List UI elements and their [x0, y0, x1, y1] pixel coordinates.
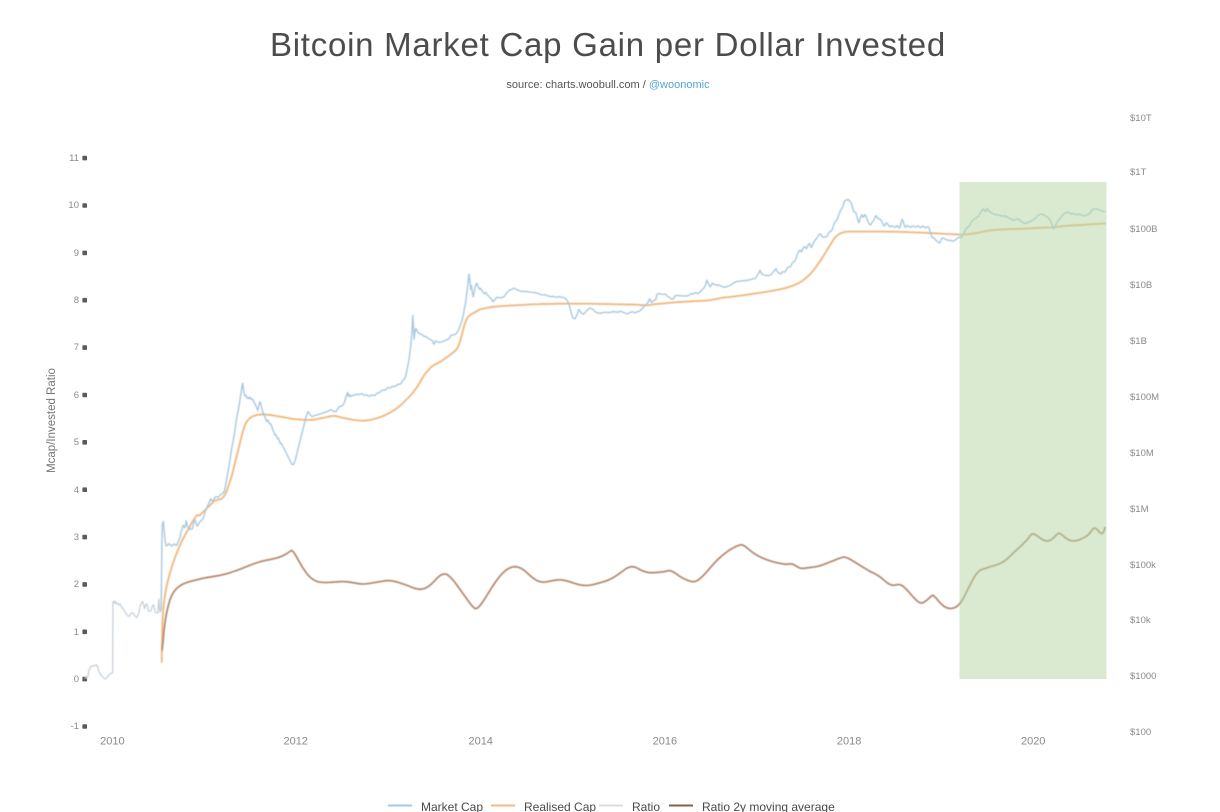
svg-text:$10M: $10M: [1130, 448, 1154, 459]
svg-text:1: 1: [74, 627, 79, 638]
svg-text:$1000: $1000: [1130, 671, 1156, 682]
svg-text:$10k: $10k: [1130, 615, 1151, 626]
svg-text:Ratio 2y moving average: Ratio 2y moving average: [702, 800, 835, 812]
svg-text:2010: 2010: [100, 736, 124, 748]
svg-text:Mcap/Invested Ratio: Mcap/Invested Ratio: [46, 368, 58, 473]
svg-text:6: 6: [74, 390, 79, 401]
svg-text:$100: $100: [1130, 727, 1151, 738]
svg-text:$100k: $100k: [1130, 560, 1156, 571]
svg-text:Market Cap: Market Cap: [421, 800, 483, 812]
svg-text:Realised Cap: Realised Cap: [524, 800, 596, 812]
svg-text:$10B: $10B: [1130, 280, 1152, 291]
svg-text:source: charts.woobull.com / @: source: charts.woobull.com / @woonomic: [506, 79, 710, 91]
svg-text:0: 0: [74, 674, 79, 685]
svg-text:3: 3: [74, 532, 79, 543]
svg-text:2020: 2020: [1021, 736, 1045, 748]
svg-text:2012: 2012: [283, 736, 307, 748]
svg-text:$100M: $100M: [1130, 392, 1159, 403]
svg-text:$100B: $100B: [1130, 224, 1157, 235]
svg-text:Ratio: Ratio: [632, 800, 660, 812]
svg-text:2016: 2016: [653, 736, 677, 748]
svg-text:Bitcoin Market Cap Gain per Do: Bitcoin Market Cap Gain per Dollar Inves…: [270, 26, 946, 63]
svg-text:$1T: $1T: [1130, 167, 1147, 178]
svg-text:$1B: $1B: [1130, 336, 1147, 347]
svg-text:$10T: $10T: [1130, 113, 1152, 124]
svg-text:9: 9: [74, 248, 79, 259]
svg-text:11: 11: [69, 153, 79, 164]
svg-text:8: 8: [74, 295, 79, 306]
svg-text:-1: -1: [71, 721, 79, 732]
svg-text:7: 7: [74, 342, 79, 353]
svg-text:$1M: $1M: [1130, 504, 1149, 515]
svg-text:10: 10: [68, 200, 79, 211]
svg-text:2: 2: [74, 579, 79, 590]
svg-text:5: 5: [74, 437, 79, 448]
svg-text:2014: 2014: [468, 736, 492, 748]
svg-text:2018: 2018: [837, 736, 861, 748]
svg-text:4: 4: [74, 485, 79, 496]
